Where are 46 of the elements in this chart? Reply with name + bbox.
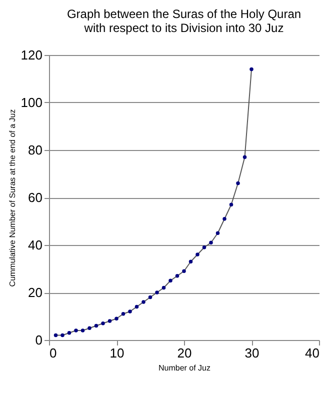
point bbox=[54, 333, 58, 338]
point bbox=[175, 274, 180, 278]
point bbox=[88, 326, 92, 330]
point bbox=[134, 304, 139, 309]
point bbox=[121, 312, 126, 316]
point bbox=[162, 286, 166, 290]
point bbox=[60, 333, 64, 338]
y-axis-title: Cummulative Number of Suras at the end of a Juz bbox=[8, 109, 17, 287]
y-tick-label: 20 bbox=[28, 285, 42, 300]
text: Graph between the Suras of the Holy Quran bbox=[66, 7, 302, 21]
point bbox=[74, 328, 78, 332]
point bbox=[209, 240, 213, 244]
point bbox=[80, 328, 85, 332]
point bbox=[182, 269, 186, 273]
point bbox=[222, 217, 226, 221]
point bbox=[142, 300, 146, 304]
point bbox=[236, 181, 240, 186]
point bbox=[196, 252, 200, 256]
point bbox=[108, 319, 112, 323]
text: with respect to its Division into 30 Juz bbox=[84, 21, 284, 35]
y-tick-label: 60 bbox=[28, 190, 42, 205]
point bbox=[114, 316, 118, 320]
point bbox=[250, 67, 254, 72]
point bbox=[148, 295, 152, 300]
x-tick-label: 30 bbox=[244, 346, 260, 360]
x-axis-title: Number of Juz bbox=[158, 364, 211, 372]
point bbox=[242, 155, 247, 159]
point bbox=[155, 290, 159, 294]
y-tick-label: 100 bbox=[20, 95, 42, 110]
y-tick-label: 80 bbox=[28, 142, 42, 158]
point bbox=[94, 324, 98, 328]
x-tick-label: 20 bbox=[177, 346, 192, 360]
x-tick-label: 0 bbox=[50, 346, 57, 360]
point bbox=[168, 278, 172, 282]
point bbox=[128, 310, 132, 314]
y-tick-label: 40 bbox=[28, 238, 42, 252]
point bbox=[188, 260, 193, 264]
y-tick-label: 120 bbox=[20, 48, 42, 62]
point bbox=[216, 231, 220, 235]
point bbox=[229, 202, 234, 206]
x-tick-label: 10 bbox=[110, 346, 124, 360]
x-tick-label: 40 bbox=[305, 346, 320, 360]
point bbox=[101, 322, 105, 326]
y-tick-label: 0 bbox=[35, 332, 42, 348]
point bbox=[67, 331, 72, 335]
point bbox=[202, 246, 206, 250]
